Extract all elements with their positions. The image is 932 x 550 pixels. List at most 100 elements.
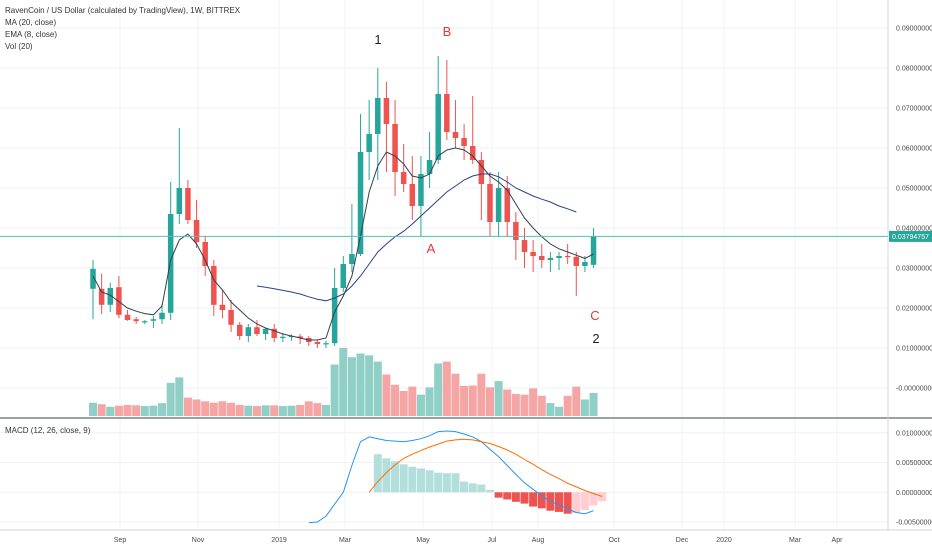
macd-histogram-bar xyxy=(373,454,382,493)
candle-body[interactable] xyxy=(478,160,485,184)
candle-body[interactable] xyxy=(288,336,295,338)
macd-axis[interactable]: 0.01000000 0.00500000 0.00000000 -0.0050000… xyxy=(896,430,932,526)
candle-body[interactable] xyxy=(383,98,390,124)
candle-body[interactable] xyxy=(375,98,381,134)
candle-body[interactable] xyxy=(254,327,260,334)
candle-body[interactable] xyxy=(176,188,183,214)
candle-body[interactable] xyxy=(564,256,571,258)
candle-body[interactable] xyxy=(547,258,554,260)
volume-bar xyxy=(391,384,400,416)
volume-bar xyxy=(235,404,244,416)
candle-body[interactable] xyxy=(521,240,528,252)
macd-histogram-bar xyxy=(399,464,408,493)
candle-body[interactable] xyxy=(297,336,303,338)
candle-body[interactable] xyxy=(167,214,174,313)
macd-histogram-bar xyxy=(382,458,391,493)
candle-body[interactable] xyxy=(366,134,372,152)
macd-histogram-bar xyxy=(563,492,572,514)
macd-tick-label: -0.00500000 xyxy=(896,520,932,527)
candle-body[interactable] xyxy=(314,342,321,344)
candle-body[interactable] xyxy=(98,288,105,305)
candle-body[interactable] xyxy=(513,222,519,240)
candle-body[interactable] xyxy=(228,310,234,325)
candle-body[interactable] xyxy=(150,319,157,321)
price-candles[interactable] xyxy=(90,56,597,348)
candle-body[interactable] xyxy=(211,266,217,305)
volume-bar xyxy=(503,389,512,416)
annotation-C: C xyxy=(590,308,599,323)
macd-histogram-bar xyxy=(425,470,434,493)
volume-bar xyxy=(175,377,184,416)
volume-bar xyxy=(442,361,451,416)
time-axis[interactable]: Sep Nov 2019 Mar May Jul Aug Oct Dec 2020 Mar Apr xyxy=(114,537,843,544)
macd-histogram-bar xyxy=(442,473,451,493)
candle-body[interactable] xyxy=(530,252,536,256)
candle-body[interactable] xyxy=(469,146,476,160)
candle-body[interactable] xyxy=(539,256,545,260)
candle-body[interactable] xyxy=(219,304,226,310)
macd-legend[interactable]: MACD (12, 26, close, 9) xyxy=(5,426,91,435)
candle-body[interactable] xyxy=(90,268,96,289)
candle-body[interactable] xyxy=(245,327,252,336)
candle-body[interactable] xyxy=(590,236,597,265)
candle-body[interactable] xyxy=(262,328,269,334)
chart-title[interactable]: RavenCoin / US Dollar (calculated by Tra… xyxy=(5,6,241,15)
candle-body[interactable] xyxy=(107,288,114,305)
candle-body[interactable] xyxy=(159,312,165,320)
volume-bar xyxy=(227,402,236,416)
candle-body[interactable] xyxy=(236,324,243,336)
candle-body[interactable] xyxy=(400,172,407,184)
candle-body[interactable] xyxy=(357,152,364,254)
volume-bar xyxy=(252,406,261,416)
macd-histogram-bar xyxy=(460,481,469,493)
volume-bar xyxy=(166,382,175,416)
candle-body[interactable] xyxy=(392,124,398,172)
candle-body[interactable] xyxy=(142,321,148,323)
candle-body[interactable] xyxy=(280,336,286,338)
candle-body[interactable] xyxy=(444,94,450,132)
macd-histogram-bar xyxy=(408,466,417,493)
candle-body[interactable] xyxy=(504,188,510,222)
candle-body[interactable] xyxy=(556,256,562,258)
ma-legend[interactable]: MA (20, close) xyxy=(5,18,57,27)
volume-bar xyxy=(520,394,529,416)
volume-bar xyxy=(589,392,598,416)
time-tick-label: 2019 xyxy=(271,537,287,544)
candle-body[interactable] xyxy=(340,264,347,288)
ema-legend[interactable]: EMA (8, close) xyxy=(5,30,58,39)
volume-legend[interactable]: Vol (20) xyxy=(5,42,33,51)
candle-body[interactable] xyxy=(349,254,355,264)
candle-body[interactable] xyxy=(124,314,131,320)
volume-bar xyxy=(580,399,589,416)
candle-body[interactable] xyxy=(495,188,502,222)
candle-body[interactable] xyxy=(573,256,580,266)
candle-body[interactable] xyxy=(271,328,277,338)
time-tick-label: Sep xyxy=(114,537,127,544)
candle-body[interactable] xyxy=(202,242,208,266)
candle-body[interactable] xyxy=(185,188,191,220)
volume-bar xyxy=(296,404,305,416)
candle-body[interactable] xyxy=(487,184,493,222)
volume-bar xyxy=(511,393,520,416)
volume-bar xyxy=(494,381,503,416)
price-tick-label: 0.02000000 xyxy=(896,306,932,313)
time-tick-label: Apr xyxy=(832,537,844,544)
candle-body[interactable] xyxy=(133,319,139,322)
volume-bar xyxy=(330,364,339,416)
candle-body[interactable] xyxy=(193,220,200,242)
candle-body[interactable] xyxy=(331,288,338,344)
candle-body[interactable] xyxy=(582,262,588,266)
candle-body[interactable] xyxy=(435,94,441,160)
price-axis[interactable]: 0.09000000 0.08000000 0.07000000 0.06000000… xyxy=(896,26,932,393)
macd-histogram-bar xyxy=(598,492,607,502)
macd-histogram-bar xyxy=(503,492,512,500)
candle-body[interactable] xyxy=(323,343,329,345)
candle-body[interactable] xyxy=(461,138,467,146)
candle-body[interactable] xyxy=(426,160,433,174)
candle-body[interactable] xyxy=(409,184,416,206)
candle-body[interactable] xyxy=(418,174,424,206)
volume-bar xyxy=(563,395,572,416)
candle-body[interactable] xyxy=(452,132,459,138)
volume-bar xyxy=(555,406,564,416)
